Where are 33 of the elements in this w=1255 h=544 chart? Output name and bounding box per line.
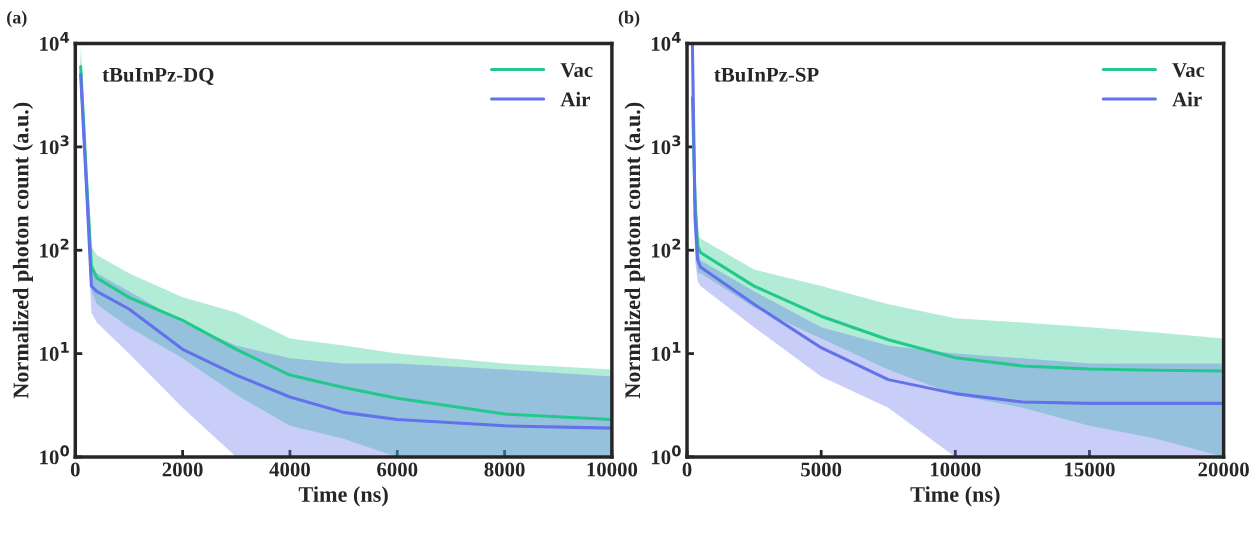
annotation: tBuInPz-DQ xyxy=(102,67,214,85)
legend-label: Air xyxy=(560,91,590,107)
y-axis-title: Normalized photon count (a.u.) xyxy=(12,102,34,399)
x-tick-label: 10000 xyxy=(930,462,981,477)
legend-label: Vac xyxy=(1172,63,1205,78)
y-tick-label: 10$^{2}$ xyxy=(40,238,69,258)
y-tick-label: 10$^{4}$ xyxy=(651,32,681,51)
x-tick-label: 4000 xyxy=(269,462,310,477)
y-tick-label: 10$^{1}$ xyxy=(651,342,681,361)
y-tick-label: 10$^{0}$ xyxy=(651,445,681,465)
legend-label: Vac xyxy=(560,63,593,78)
x-tick-label: 5000 xyxy=(801,462,842,477)
legend-label: Air xyxy=(1172,91,1202,107)
y-tick-label: 10$^{4}$ xyxy=(40,32,70,51)
y-tick-label: 10$^{1}$ xyxy=(40,342,69,361)
x-axis-title: Time (ns) xyxy=(910,486,1000,507)
y-tick-label: 10$^{3}$ xyxy=(651,135,681,155)
x-axis-title: Time (ns) xyxy=(298,486,388,507)
annotation: tBuInPz-SP xyxy=(714,67,819,82)
x-tick-label: 10000 xyxy=(587,462,638,477)
y-axis-title: Normalized photon count (a.u.) xyxy=(624,102,645,399)
x-tick-label: 8000 xyxy=(484,462,525,477)
x-tick-label: 2000 xyxy=(162,462,203,477)
y-tick-label: 10$^{2}$ xyxy=(651,238,681,258)
x-tick-label: 0 xyxy=(70,462,80,477)
y-tick-label: 10$^{3}$ xyxy=(40,135,69,155)
x-tick-label: 0 xyxy=(682,462,692,477)
chart-title: (b) xyxy=(618,10,640,28)
y-tick-label: 10$^{0}$ xyxy=(40,445,70,465)
x-tick-label: 20000 xyxy=(1198,462,1249,477)
chart-title: (a) xyxy=(7,10,27,28)
x-tick-label: 15000 xyxy=(1065,462,1115,477)
x-tick-label: 6000 xyxy=(377,462,418,477)
